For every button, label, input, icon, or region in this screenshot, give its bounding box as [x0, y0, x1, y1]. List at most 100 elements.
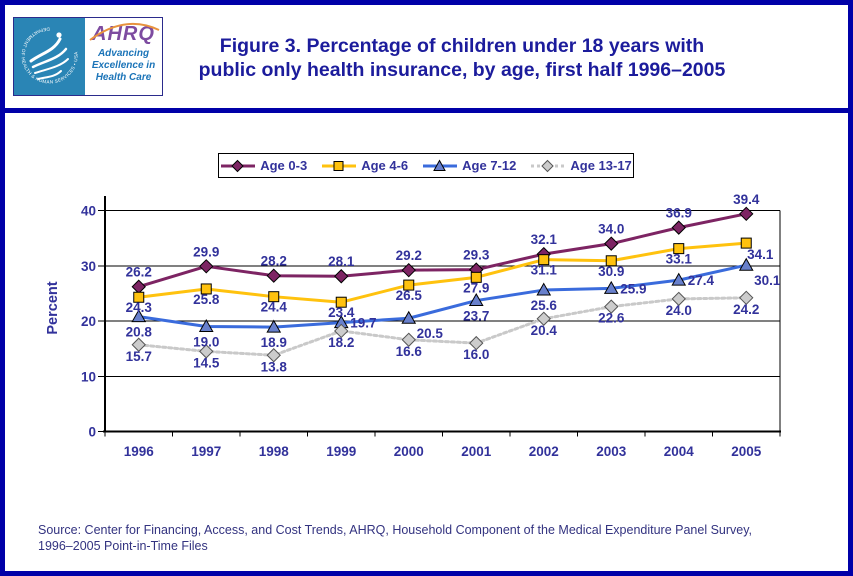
data-label: 28.2 — [261, 254, 287, 269]
legend-item-age-4-6: Age 4-6 — [321, 158, 408, 173]
data-label: 20.4 — [531, 323, 558, 338]
ahrq-wordmark-block: AHRQ Advancing Excellence in Health Care — [85, 18, 162, 95]
tagline-line-2: Excellence in — [91, 60, 156, 71]
x-tick-label: 2005 — [731, 444, 762, 459]
data-label: 32.1 — [531, 232, 558, 247]
data-label: 29.2 — [396, 248, 422, 263]
marker-square — [605, 255, 617, 267]
data-label: 36.9 — [666, 206, 692, 221]
source-line-1: Source: Center for Financing, Access, an… — [38, 523, 753, 537]
marker-triangle — [536, 282, 552, 296]
marker-diamond — [401, 332, 416, 347]
data-label: 34.0 — [598, 222, 624, 237]
marker-diamond — [469, 335, 484, 351]
data-label: 29.3 — [463, 248, 490, 263]
marker-triangle — [603, 280, 619, 294]
figure-title: Figure 3. Percentage of children under 1… — [163, 34, 761, 82]
data-label: 29.9 — [193, 244, 219, 259]
marker-triangle — [468, 293, 484, 307]
data-label: 15.7 — [126, 349, 152, 364]
marker-square — [200, 283, 212, 295]
y-tick-label: 0 — [88, 425, 96, 440]
x-tick-label: 2001 — [461, 444, 492, 459]
diamond-legend-marker-icon — [221, 159, 256, 172]
data-label: 26.2 — [126, 265, 152, 280]
marker-triangle — [131, 309, 147, 323]
legend-label: Age 7-12 — [462, 158, 517, 173]
data-label: 27.4 — [688, 273, 715, 288]
ahrq-arc-icon — [89, 23, 160, 41]
header-rule — [0, 108, 853, 113]
y-tick-label: 10 — [81, 369, 96, 384]
legend-item-age-7-12: Age 7-12 — [422, 158, 516, 173]
marker-diamond — [266, 268, 281, 283]
marker-triangle — [738, 257, 754, 271]
data-label: 19.7 — [350, 316, 376, 331]
x-tick-label: 2003 — [596, 444, 627, 459]
marker-square — [470, 271, 482, 283]
x-tick-label: 1997 — [191, 444, 221, 459]
data-label: 20.5 — [417, 326, 444, 341]
data-label: 18.9 — [261, 335, 287, 350]
data-label: 13.8 — [261, 359, 288, 374]
hhs-seal: DEPARTMENT OF HEALTH & HUMAN SERVICES • … — [14, 18, 85, 95]
data-label: 22.6 — [598, 311, 625, 326]
data-label: 33.1 — [666, 252, 693, 267]
marker-diamond — [671, 220, 686, 235]
data-label: 16.6 — [396, 344, 423, 359]
marker-diamond — [604, 299, 619, 314]
hhs-eagle-icon: DEPARTMENT OF HEALTH & HUMAN SERVICES • … — [20, 26, 78, 84]
source-line-2: 1996–2005 Point-in-Time Files — [38, 539, 208, 553]
data-label: 16.0 — [463, 347, 489, 362]
marker-diamond — [199, 259, 214, 274]
x-tick-label: 1996 — [124, 444, 155, 459]
marker-square — [268, 291, 280, 303]
series-line-age-0-3 — [137, 212, 748, 289]
square-legend-marker-icon — [322, 160, 357, 171]
marker-triangle — [266, 319, 282, 333]
marker-diamond — [671, 291, 686, 307]
y-axis-title: Percent — [45, 281, 61, 334]
tagline-line-3: Health Care — [95, 72, 152, 83]
series-line-age-7-12 — [137, 263, 748, 329]
marker-square — [538, 254, 550, 266]
data-label: 31.1 — [531, 263, 558, 278]
x-tick-label: 2004 — [664, 444, 695, 459]
marker-diamond — [199, 344, 214, 359]
data-label: 27.9 — [463, 280, 489, 295]
data-label: 24.3 — [126, 300, 153, 315]
legend-item-age-0-3: Age 0-3 — [220, 158, 307, 173]
marker-diamond — [131, 279, 146, 294]
marker-diamond — [739, 206, 754, 222]
data-label: 30.1 — [754, 273, 781, 288]
marker-diamond — [536, 311, 551, 326]
hhs-ahrq-logo: DEPARTMENT OF HEALTH & HUMAN SERVICES • … — [13, 17, 163, 96]
marker-triangle — [671, 272, 687, 286]
marker-square — [133, 291, 145, 303]
marker-square — [335, 296, 347, 308]
marker-diamond — [266, 348, 281, 363]
data-label: 14.5 — [193, 355, 220, 370]
data-label: 19.0 — [193, 335, 219, 350]
data-label: 25.9 — [620, 281, 646, 296]
legend-label: Age 0-3 — [260, 158, 308, 173]
legend-item-age-13-17: Age 13-17 — [530, 158, 632, 173]
marker-square — [673, 243, 685, 255]
y-tick-label: 20 — [81, 314, 96, 329]
data-label: 23.4 — [328, 305, 355, 320]
data-label: 25.8 — [193, 292, 220, 307]
data-label: 30.9 — [598, 264, 624, 279]
marker-diamond — [334, 269, 349, 284]
data-label: 28.1 — [328, 254, 355, 269]
data-label: 34.1 — [747, 247, 774, 262]
data-label: 24.2 — [733, 302, 759, 317]
title-line-1: Figure 3. Percentage of children under 1… — [219, 35, 705, 57]
diamond-legend-marker-icon — [531, 159, 566, 172]
marker-square — [403, 279, 415, 291]
title-line-2: public only health insurance, by age, fi… — [198, 59, 726, 81]
x-tick-label: 2002 — [529, 444, 559, 459]
marker-diamond — [131, 337, 146, 352]
marker-diamond — [604, 236, 619, 251]
